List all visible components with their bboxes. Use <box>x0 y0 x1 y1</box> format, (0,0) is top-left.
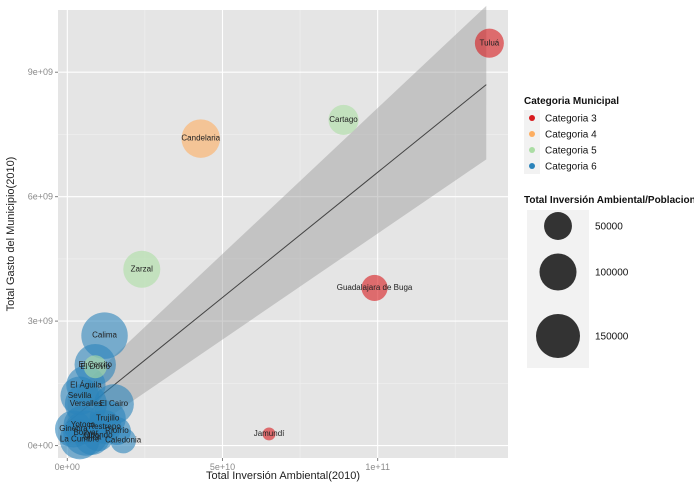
point-label: Tuluá <box>480 38 500 47</box>
size-legend-title: Total Inversión Ambiental/Poblacion <box>524 195 694 206</box>
point-label: Bolívar <box>73 428 98 437</box>
size-legend-key <box>539 253 577 291</box>
point-label: Calima <box>92 331 117 340</box>
point-label: Obando <box>84 430 113 439</box>
confidence-ribbon <box>66 5 487 446</box>
legend-key <box>529 147 535 153</box>
x-tick-label: 0e+00 <box>55 462 80 472</box>
point-label: El Dovio <box>80 362 110 371</box>
point-label: Candelaria <box>181 134 220 143</box>
point-label: Zarzal <box>131 264 153 273</box>
point-label: El Cairo <box>100 399 129 408</box>
point-label: Cartago <box>329 115 358 124</box>
legend-key <box>529 115 535 121</box>
data-point <box>60 376 99 416</box>
y-tick-label: 9e+09 <box>28 67 53 77</box>
point-label: Trujillo <box>96 414 120 423</box>
point-label: Riofrío <box>105 426 129 435</box>
y-axis-title: Total Gasto del Municipio(2010) <box>5 157 17 312</box>
color-legend-title: Categoria Municipal <box>524 96 619 107</box>
legend-label: Categoria 6 <box>545 162 597 173</box>
color-legend: Categoria 3 Categoria 4 Categoria 5 Categor… <box>524 110 597 174</box>
legend-label: Categoria 5 <box>545 146 597 157</box>
x-tick-label: 5e+10 <box>210 462 235 472</box>
size-legend-label: 50000 <box>595 222 623 233</box>
confidence-band <box>67 5 487 446</box>
legend-label: Categoria 4 <box>545 130 597 141</box>
data-point <box>181 119 221 158</box>
point-label: El Águila <box>70 381 102 390</box>
point-label: Jamundí <box>254 429 285 438</box>
data-point <box>123 250 161 288</box>
data-point <box>262 427 276 441</box>
y-tick-label: 3e+09 <box>28 316 53 326</box>
point-label: Restrepo <box>88 422 121 431</box>
data-point <box>83 355 107 379</box>
size-legend-label: 150000 <box>595 332 629 343</box>
point-label: El Cerrito <box>79 360 113 369</box>
point-label: Guadalajara de Buga <box>337 283 413 292</box>
legend-key <box>529 131 535 137</box>
point-label: La Cumbre <box>60 434 100 443</box>
point-label: Yotoco <box>71 420 96 429</box>
legend-label: Categoria 3 <box>545 114 597 125</box>
point-label: Caledonia <box>105 436 142 445</box>
data-point <box>110 427 136 454</box>
size-legend: 50000 100000 150000 <box>527 210 629 368</box>
y-tick-label: 6e+09 <box>28 192 53 202</box>
point-label: Ulloa <box>83 432 102 441</box>
data-point <box>361 274 388 301</box>
point-label: Versalles <box>70 399 102 408</box>
point-label: Ginebra <box>59 424 88 433</box>
data-point <box>474 28 504 58</box>
x-tick-label: 1e+11 <box>365 462 390 472</box>
size-legend-key <box>536 314 580 358</box>
trend-line <box>66 84 487 424</box>
point-label: Sevilla <box>68 391 92 400</box>
point-labels: Tuluá Cartago Candelaria Zarzal Guadalajara … <box>59 38 500 444</box>
size-legend-key <box>544 212 572 240</box>
y-tick-label: 0e+00 <box>28 441 53 451</box>
size-legend-label: 100000 <box>595 268 629 279</box>
axis-ticks: 0e+00 5e+10 1e+11 0e+00 3e+09 6e+09 9e+09 <box>28 67 390 472</box>
x-axis-title: Total Inversión Ambiental(2010) <box>206 470 360 482</box>
legend-key <box>529 163 535 169</box>
data-point <box>328 104 359 135</box>
points-layer <box>55 28 504 460</box>
